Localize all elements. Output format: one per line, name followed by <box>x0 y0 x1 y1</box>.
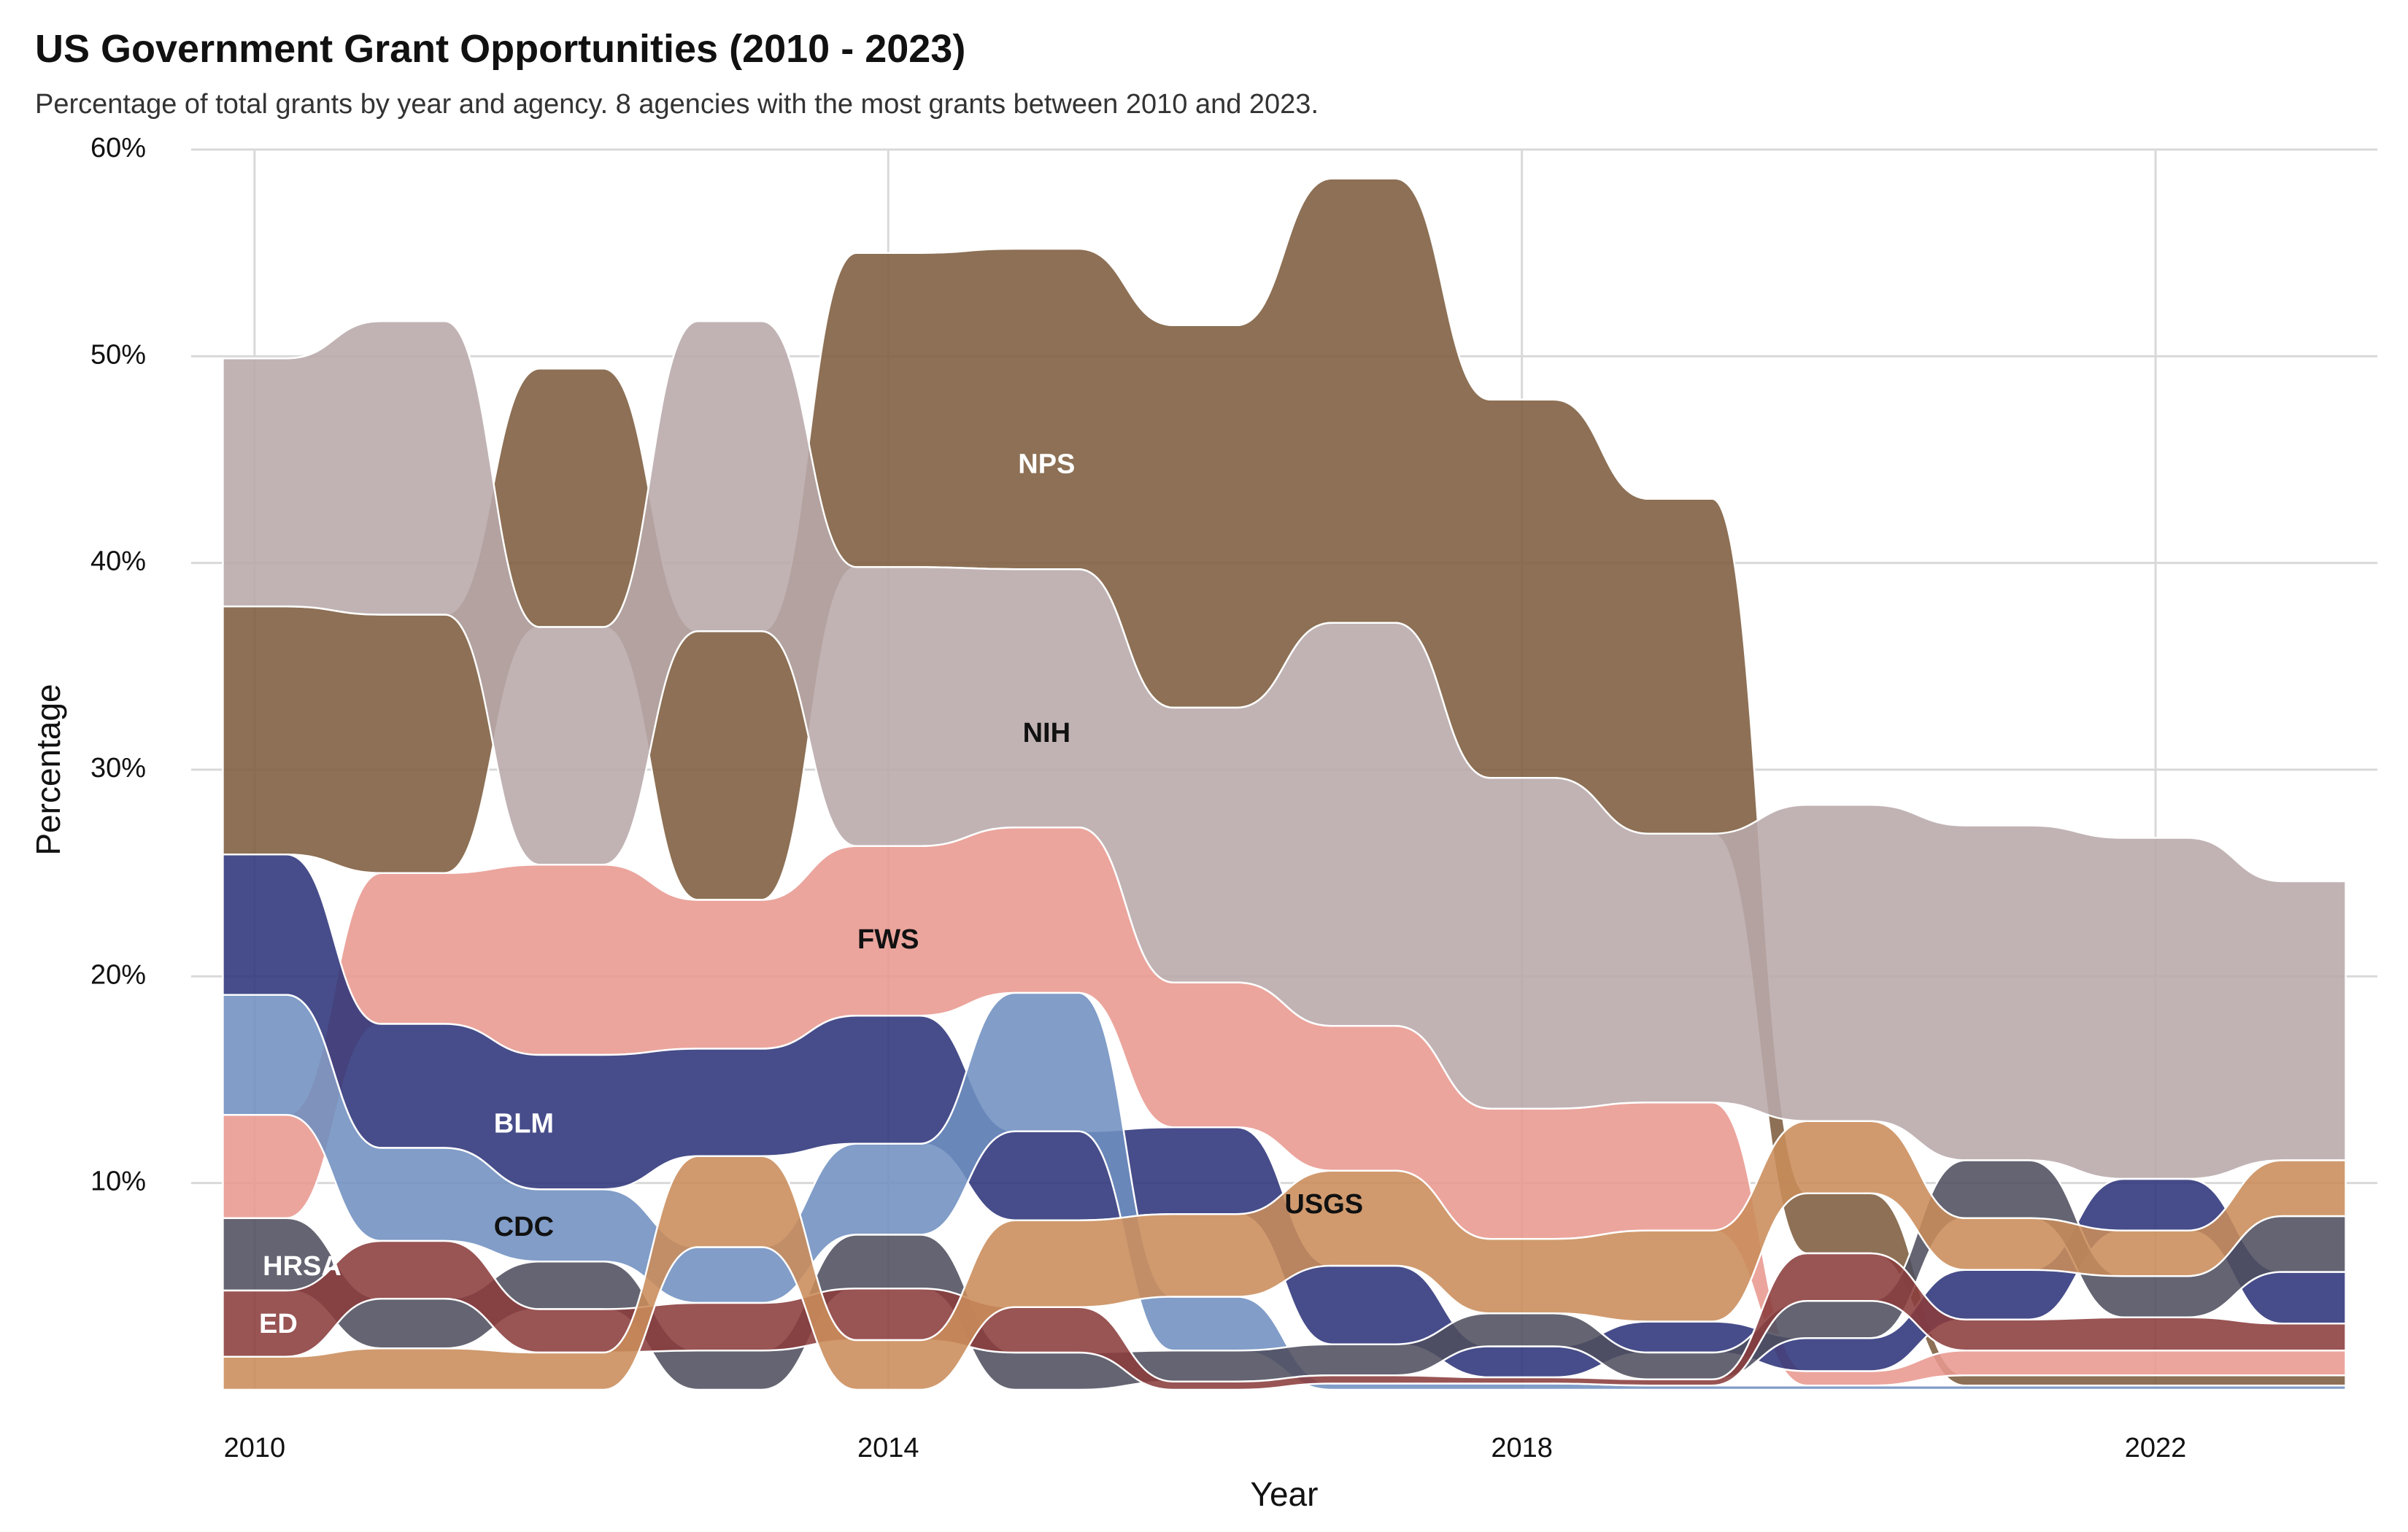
area-usgs <box>222 1120 2347 1391</box>
series-areas <box>222 177 2347 1391</box>
x-tick-label: 2014 <box>857 1433 919 1463</box>
label-nps: NPS <box>1018 449 1075 480</box>
chart-title: US Government Grant Opportunities (2010 … <box>35 27 966 71</box>
x-tick-label: 2018 <box>1491 1433 1553 1463</box>
series-labels: NPS NIH FWS BLM CDC HRSA ED USGS <box>259 449 1363 1340</box>
chart-subtitle: Percentage of total grants by year and a… <box>35 89 1319 120</box>
y-tick-label: 40% <box>90 546 146 577</box>
y-tick-label: 50% <box>90 339 146 370</box>
label-ed: ED <box>259 1309 298 1339</box>
area-cdc <box>222 991 2347 1391</box>
axes: 10% 20% 30% 40% 50% 60% 2010 2014 2018 2022 Year Pe… <box>29 133 2186 1513</box>
x-tick-label: 2022 <box>2125 1433 2187 1463</box>
y-tick-label: 30% <box>90 753 146 784</box>
label-usgs: USGS <box>1284 1189 1363 1220</box>
x-axis-title: Year <box>1251 1475 1319 1513</box>
label-cdc: CDC <box>494 1212 554 1242</box>
area-nih <box>222 320 2347 1180</box>
x-tick-label: 2010 <box>224 1433 286 1463</box>
label-hrsa: HRSA <box>263 1251 341 1282</box>
label-fws: FWS <box>857 924 919 955</box>
y-axis-title: Percentage <box>29 684 67 855</box>
label-blm: BLM <box>494 1108 554 1139</box>
y-tick-label: 60% <box>90 133 146 163</box>
y-tick-label: 10% <box>90 1167 146 1197</box>
label-nih: NIH <box>1023 718 1070 748</box>
y-tick-label: 20% <box>90 959 146 990</box>
